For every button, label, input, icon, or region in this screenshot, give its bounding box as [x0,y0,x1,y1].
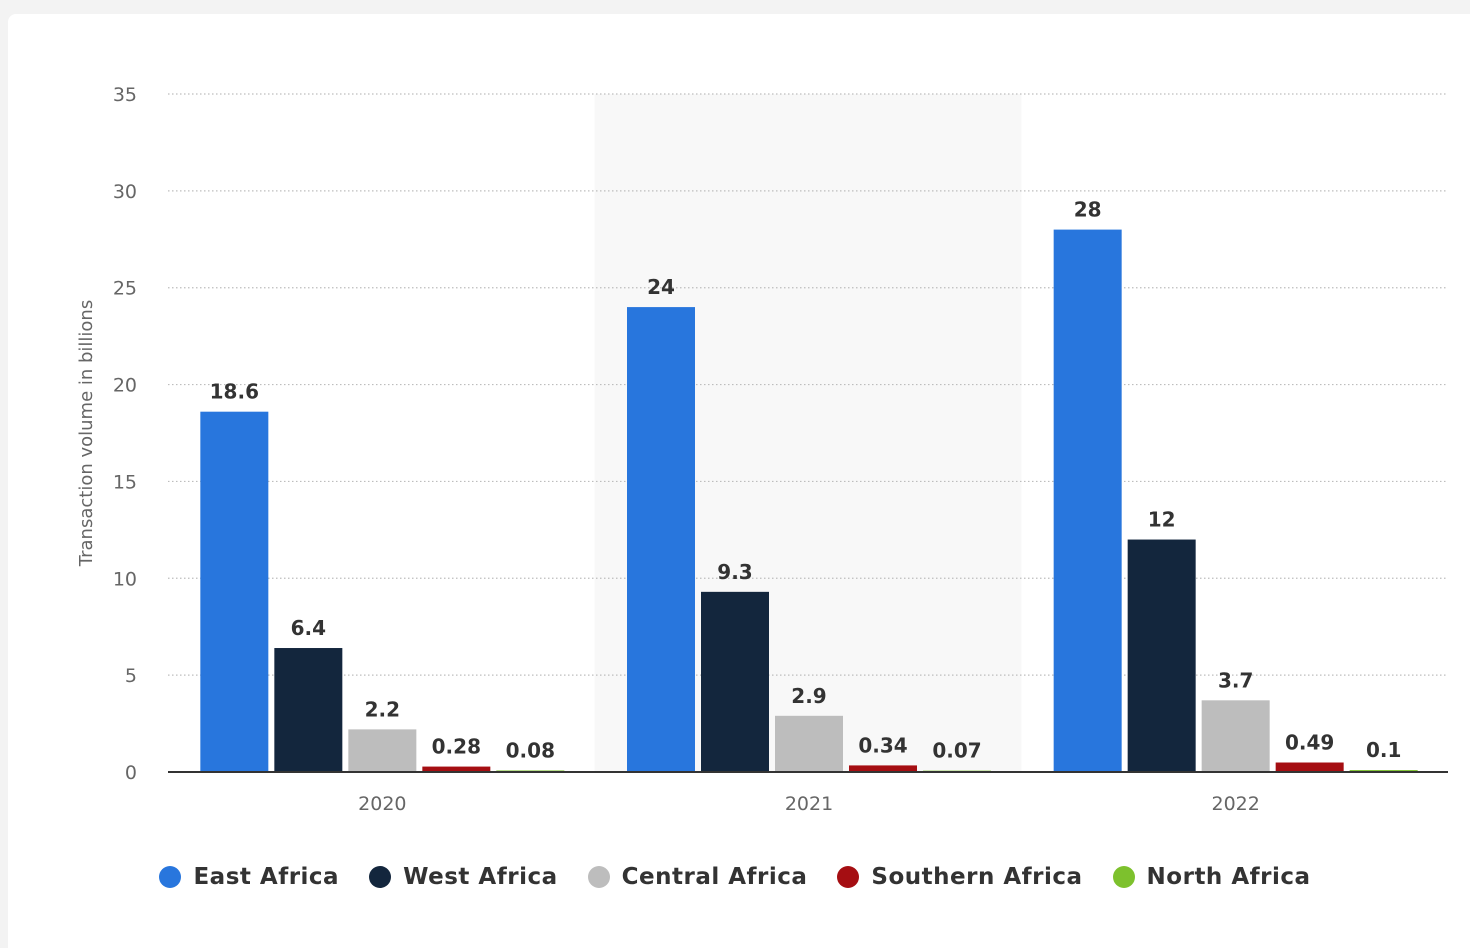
bar-west-africa-2022[interactable] [1127,539,1196,772]
y-tick-label: 35 [113,84,137,106]
bar-southern-africa-2022[interactable] [1275,762,1344,772]
y-tick-label: 5 [125,665,137,687]
data-label: 0.28 [432,735,481,759]
legend-item-north-africa[interactable]: North Africa [1112,864,1311,890]
data-label: 0.1 [1366,738,1401,762]
data-label: 18.6 [210,380,259,404]
data-label: 0.07 [932,739,981,763]
data-label: 9.3 [717,560,752,584]
bar-east-africa-2020[interactable] [200,411,269,772]
legend-marker [1112,866,1135,888]
data-label: 24 [647,275,675,299]
data-label: 0.49 [1285,731,1334,755]
legend-marker [837,866,860,888]
y-axis-label: Transaction volume in billions [76,300,97,567]
legend-marker [587,866,610,888]
legend-marker [159,866,182,888]
y-tick-label: 30 [113,181,137,203]
bar-west-africa-2021[interactable] [701,591,769,772]
data-label: 0.08 [506,738,555,762]
legend-marker [369,866,392,888]
legend-item-central-africa[interactable]: Central Africa [587,864,808,890]
y-tick-label: 0 [125,762,137,784]
x-tick-label: 2022 [1211,793,1259,815]
legend-label: Central Africa [621,864,808,890]
bar-east-africa-2022[interactable] [1053,229,1122,773]
legend-item-west-africa[interactable]: West Africa [369,864,558,890]
y-tick-label: 15 [113,471,137,493]
data-label: 2.9 [791,684,826,708]
legend-item-southern-africa[interactable]: Southern Africa [837,864,1082,890]
data-label: 12 [1148,508,1176,532]
data-label: 3.7 [1218,668,1253,692]
bar-east-africa-2021[interactable] [627,307,695,772]
y-tick-label: 20 [113,375,137,397]
legend-item-east-africa[interactable]: East Africa [159,864,339,890]
legend-label: West Africa [403,864,558,890]
data-label: 28 [1074,198,1102,222]
legend-label: Southern Africa [871,864,1083,890]
bar-chart: 0 5 10 15 20 25 30 35 Transaction volume in bil… [76,84,1448,815]
bar-southern-africa-2020[interactable] [422,766,491,772]
bar-southern-africa-2021[interactable] [849,765,917,772]
y-tick-label: 25 [113,278,137,300]
x-tick-label: 2020 [358,793,406,815]
bar-central-africa-2022[interactable] [1201,700,1270,772]
bar-central-africa-2021[interactable] [775,715,843,772]
legend: East Africa West Africa Central Africa Sout… [0,864,1470,890]
legend-label: North Africa [1146,864,1311,890]
bar-west-africa-2020[interactable] [274,648,343,772]
data-label: 6.4 [291,616,326,640]
x-tick-label: 2021 [785,793,833,815]
y-tick-label: 10 [113,568,137,590]
data-label: 0.34 [858,733,907,757]
legend-label: East Africa [193,864,340,890]
bar-central-africa-2020[interactable] [348,729,417,772]
data-label: 2.2 [365,697,400,721]
